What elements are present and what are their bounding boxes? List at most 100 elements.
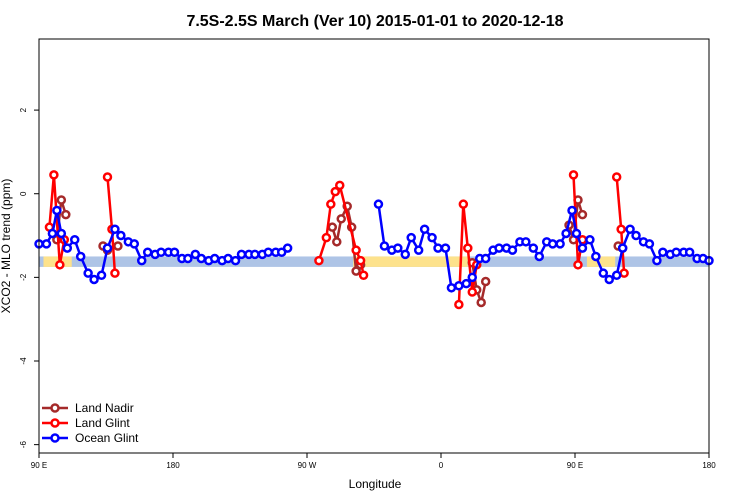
series-line: [39, 210, 289, 282]
data-point: [190, 249, 201, 260]
data-point: [56, 195, 67, 205]
data-point: [406, 232, 416, 243]
data-point: [56, 228, 67, 239]
data-point: [671, 247, 681, 258]
data-point: [521, 237, 531, 247]
data-point: [102, 243, 113, 253]
x-tick-label: 0: [439, 461, 444, 470]
data-point: [355, 255, 366, 266]
data-point: [573, 260, 583, 270]
data-point: [314, 255, 324, 266]
data-point: [351, 266, 361, 276]
data-point: [183, 253, 193, 264]
x-tick-label: 180: [702, 461, 716, 470]
x-tick-label: 180: [166, 461, 180, 470]
data-point: [41, 239, 52, 249]
legend-marker: [50, 418, 60, 428]
data-point: [604, 274, 614, 285]
data-point: [69, 234, 80, 245]
y-tick-label: -2: [19, 273, 28, 281]
data-point: [555, 239, 565, 249]
x-tick-label: 90 E: [567, 461, 583, 470]
data-point: [321, 232, 332, 243]
data-point: [263, 247, 274, 258]
data-point: [330, 186, 341, 197]
data-point: [89, 274, 99, 285]
data-point: [611, 172, 622, 182]
data-point: [351, 245, 361, 255]
data-point: [327, 222, 338, 232]
data-point: [129, 239, 140, 249]
data-point: [454, 299, 464, 310]
data-point: [684, 247, 695, 258]
data-point: [75, 251, 86, 262]
chart-title: 7.5S-2.5S March (Ver 10) 2015-01-01 to 2…: [186, 13, 563, 30]
data-point: [571, 228, 582, 239]
data-point: [446, 283, 457, 293]
y-axis-label: XCO2 - MLO trend (ppm): [0, 179, 13, 314]
data-point: [433, 243, 443, 253]
data-point: [373, 199, 384, 209]
data-point: [413, 245, 424, 255]
data-point: [619, 268, 629, 278]
data-point: [196, 253, 207, 264]
data-point: [652, 255, 662, 266]
legend-label: Ocean Glint: [75, 431, 139, 445]
band-gold-segment: [353, 256, 468, 267]
y-axis: -6 -4 -2 0 2: [19, 107, 39, 448]
legend-label: Land Nadir: [75, 401, 134, 415]
data-point: [223, 253, 233, 264]
data-point: [110, 224, 120, 235]
data-point: [142, 247, 153, 258]
data-point: [102, 172, 113, 182]
data-point: [419, 224, 430, 235]
data-point: [61, 209, 71, 220]
y-tick-label: -4: [19, 357, 28, 365]
x-tick-label: 90 W: [298, 461, 317, 470]
data-point: [83, 268, 93, 278]
data-point: [561, 228, 571, 239]
data-point: [625, 224, 635, 235]
data-point: [276, 247, 287, 258]
data-point: [577, 243, 588, 253]
series-land-nadir: [52, 195, 628, 308]
data-point: [400, 249, 411, 260]
data-point: [617, 243, 628, 253]
data-point: [454, 280, 464, 291]
data-point: [461, 278, 472, 289]
data-point: [326, 199, 336, 209]
data-point: [116, 230, 126, 241]
data-point: [644, 239, 655, 249]
data-point: [480, 253, 491, 264]
data-point: [49, 170, 59, 180]
data-point: [379, 241, 390, 251]
band-gold-segment: [586, 256, 616, 267]
series-ocean-glint: [34, 199, 714, 293]
data-point: [47, 228, 58, 239]
data-point: [393, 243, 403, 253]
data-point: [467, 287, 478, 297]
data-point: [358, 270, 369, 281]
series-line: [377, 204, 710, 290]
data-point: [577, 209, 588, 220]
data-point: [591, 251, 601, 262]
data-point: [335, 180, 345, 191]
x-axis-label: Longitude: [349, 477, 402, 491]
series-layer: [34, 170, 714, 310]
data-point: [616, 224, 626, 235]
data-point: [52, 205, 62, 216]
data-point: [156, 247, 166, 258]
data-point: [611, 270, 622, 281]
x-tick-label: 90 E: [31, 461, 47, 470]
data-point: [230, 255, 241, 266]
data-point: [585, 234, 595, 245]
data-point: [113, 241, 123, 251]
data-point: [494, 243, 504, 253]
data-point: [658, 247, 668, 258]
data-point: [55, 260, 65, 270]
data-point: [480, 276, 491, 287]
data-point: [507, 245, 518, 255]
data-point: [209, 253, 220, 264]
